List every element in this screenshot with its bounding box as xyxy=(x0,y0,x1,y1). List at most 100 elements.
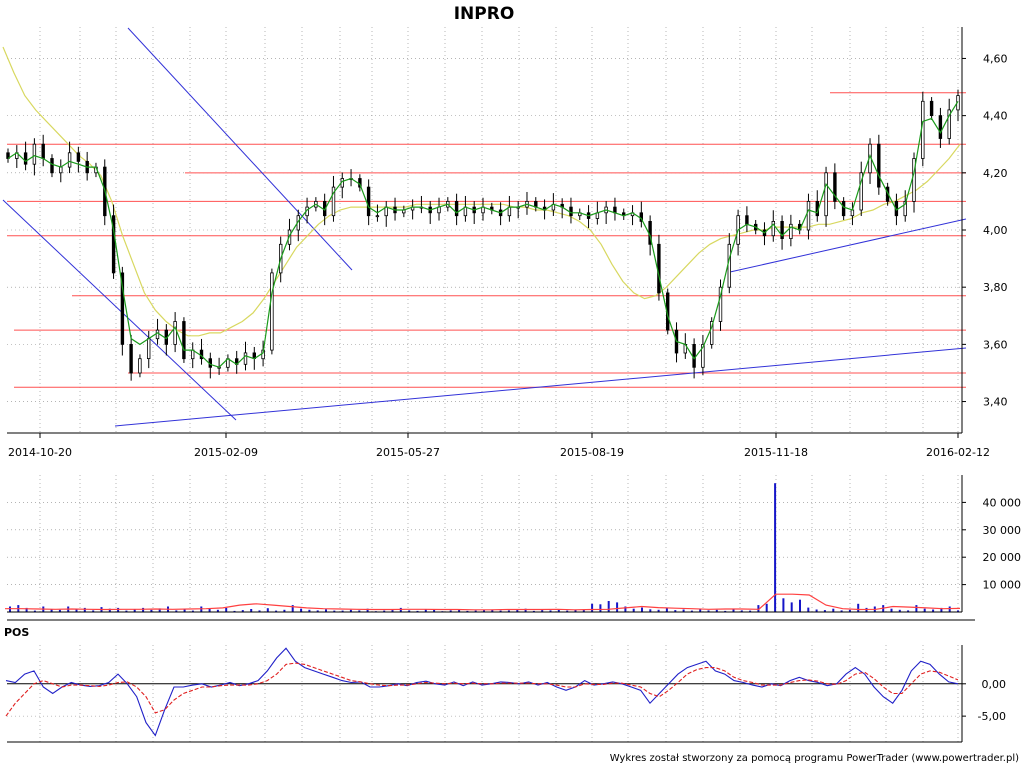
volume-bar xyxy=(524,608,527,612)
pos-y-tick-label: 0,00 xyxy=(982,678,1007,691)
close-moving-average-line xyxy=(7,100,959,368)
candle-body xyxy=(912,158,916,202)
volume-y-tick-label: 10 000 xyxy=(983,579,1022,592)
volume-bar xyxy=(83,607,86,612)
volume-bar xyxy=(582,610,585,612)
volume-bar xyxy=(358,610,361,612)
date-tick-label: 2015-11-18 xyxy=(744,446,808,459)
trendline xyxy=(2,199,237,421)
candle-body xyxy=(375,215,380,218)
candle-body xyxy=(111,215,116,274)
volume-bar xyxy=(898,609,901,612)
candle-body xyxy=(146,338,151,360)
volume-bar xyxy=(108,608,111,612)
volume-bar xyxy=(183,609,186,612)
volume-bar xyxy=(291,605,294,612)
volume-bar xyxy=(208,608,211,612)
volume-bar xyxy=(383,610,386,612)
volume-bar xyxy=(491,609,494,612)
volume-bar xyxy=(258,610,261,612)
trendline xyxy=(127,27,353,271)
volume-panel: 10 000 20 000 30 000 40 000 xyxy=(5,475,1022,613)
price-y-tick-label: 3,80 xyxy=(983,281,1008,294)
volume-bar xyxy=(607,601,610,612)
candle-body xyxy=(138,358,142,374)
volume-bar xyxy=(416,610,419,612)
volume-bar xyxy=(175,610,178,612)
candle-body xyxy=(903,200,907,217)
candle-body xyxy=(745,215,749,225)
volume-bar xyxy=(790,602,793,612)
volume-moving-average-line xyxy=(5,593,961,611)
volume-y-tick-label: 40 000 xyxy=(983,496,1022,509)
volume-bar xyxy=(283,609,286,612)
candle-body xyxy=(67,152,72,168)
volume-bar xyxy=(591,603,594,612)
volume-bar xyxy=(300,608,303,612)
candle-body xyxy=(841,200,846,217)
candle-body xyxy=(243,352,248,365)
volume-bar xyxy=(566,610,569,612)
volume-bar xyxy=(665,608,668,612)
candle-body xyxy=(569,206,573,217)
volume-bar xyxy=(932,609,935,612)
date-tick-label: 2015-05-27 xyxy=(376,446,440,459)
candle-body xyxy=(50,158,54,174)
candle-body xyxy=(657,243,661,294)
volume-bar xyxy=(458,609,461,612)
volume-bar xyxy=(740,610,743,612)
pos-panel-title: POS xyxy=(4,626,29,639)
volume-bar xyxy=(333,610,336,612)
volume-bar xyxy=(823,610,826,612)
volume-bar xyxy=(682,609,685,612)
price-y-tick-label: 4,40 xyxy=(983,110,1008,123)
candle-body xyxy=(727,243,731,288)
volume-bar xyxy=(125,610,128,612)
candle-body xyxy=(806,200,811,231)
volume-bar xyxy=(915,605,918,612)
price-panel: 3,40 3,60 3,80 4,00 4,20 4,40 4,60 2014-10-20 20… xyxy=(2,27,1008,459)
volume-bar xyxy=(765,603,768,612)
date-tick-label: 2015-08-19 xyxy=(560,446,624,459)
candle-body xyxy=(718,286,723,322)
candle-body xyxy=(155,329,160,340)
candle-body xyxy=(173,321,177,345)
volume-bar xyxy=(275,610,278,612)
candle-body xyxy=(789,223,793,240)
candle-body xyxy=(850,209,855,217)
volume-bar xyxy=(757,605,760,612)
candle-body xyxy=(120,272,125,345)
volume-bar xyxy=(466,610,469,612)
candle-body xyxy=(710,321,714,345)
candle-body xyxy=(32,143,37,165)
volume-bar xyxy=(191,610,194,612)
volume-bar xyxy=(890,608,893,612)
volume-bar xyxy=(649,609,652,612)
volume-bar xyxy=(574,609,577,612)
candle-body xyxy=(76,152,81,162)
volume-bar xyxy=(316,610,319,612)
volume-bar xyxy=(483,610,485,612)
candle-body xyxy=(366,186,371,217)
date-tick-label: 2016-02-12 xyxy=(926,446,990,459)
trendline xyxy=(114,347,967,427)
pos-oscillator-line xyxy=(5,647,959,737)
volume-bar xyxy=(142,607,145,612)
price-y-tick-label: 3,60 xyxy=(983,338,1008,351)
candle-body xyxy=(859,172,863,211)
volume-bar xyxy=(732,609,735,612)
volume-bar xyxy=(641,607,643,612)
volume-bar xyxy=(657,609,660,612)
volume-bar xyxy=(408,610,411,612)
volume-bar xyxy=(724,610,727,612)
volume-bar xyxy=(832,608,835,612)
volume-bar xyxy=(799,599,801,612)
volume-y-tick-label: 30 000 xyxy=(983,524,1022,537)
volume-bar xyxy=(707,610,710,612)
volume-bar xyxy=(75,608,78,612)
candle-body xyxy=(701,343,705,368)
pos-y-tick-label: -5,00 xyxy=(978,710,1006,723)
volume-bar xyxy=(923,608,926,612)
volume-bar xyxy=(158,608,161,612)
